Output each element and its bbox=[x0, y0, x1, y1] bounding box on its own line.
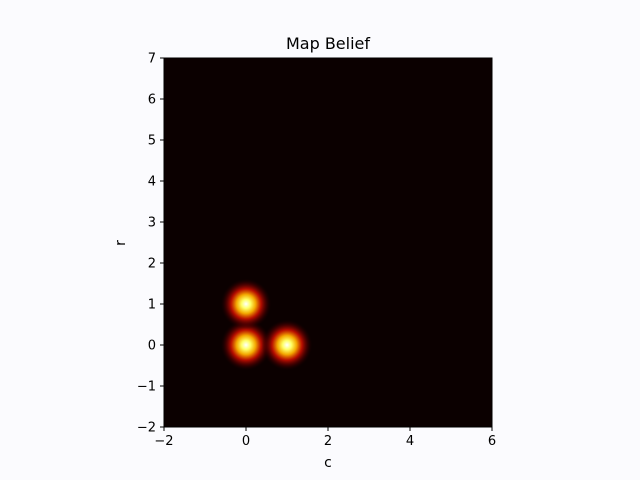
heatmap-background bbox=[164, 58, 492, 427]
y-axis: −2 −1 0 1 2 3 4 5 6 7 bbox=[137, 52, 164, 436]
x-axis-label: c bbox=[324, 455, 332, 471]
y-tick-label: 0 bbox=[148, 339, 156, 354]
x-axis: −2 0 2 4 6 bbox=[154, 427, 496, 449]
y-tick-label: 7 bbox=[148, 52, 156, 67]
y-tick-label: 4 bbox=[148, 175, 156, 190]
y-tick-label: 3 bbox=[148, 216, 156, 231]
x-tick-label: −2 bbox=[154, 434, 173, 449]
y-tick-label: 5 bbox=[148, 134, 156, 149]
heatmap-peaks bbox=[220, 278, 313, 371]
x-tick-label: 6 bbox=[488, 434, 496, 449]
y-tick-label: −1 bbox=[137, 380, 156, 395]
y-tick-label: 2 bbox=[148, 257, 156, 272]
y-axis-label: r bbox=[113, 240, 129, 246]
y-tick-label: 1 bbox=[148, 298, 156, 313]
heatmap-peak bbox=[220, 319, 272, 371]
y-tick-label: 6 bbox=[148, 93, 156, 108]
plot-area bbox=[163, 57, 493, 428]
chart-title: Map Belief bbox=[286, 34, 370, 53]
heatmap-peak bbox=[220, 278, 272, 330]
y-tick-label: −2 bbox=[137, 421, 156, 436]
x-tick-label: 4 bbox=[406, 434, 414, 449]
heatmap-peak bbox=[261, 319, 313, 371]
x-tick-label: 0 bbox=[242, 434, 250, 449]
x-tick-label: 2 bbox=[324, 434, 332, 449]
